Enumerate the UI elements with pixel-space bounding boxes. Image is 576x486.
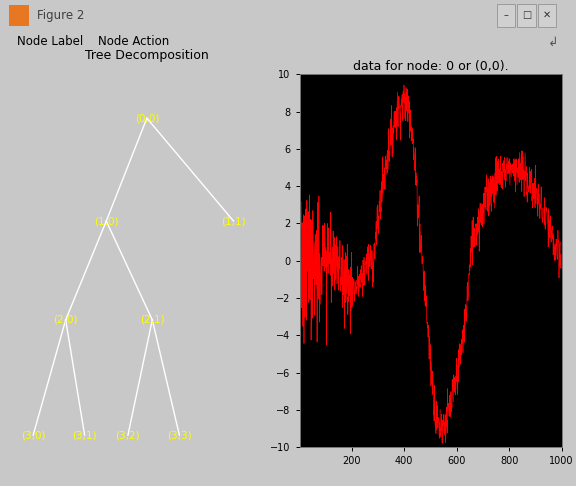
Bar <box>497 3 515 27</box>
Text: (1,1): (1,1) <box>221 216 246 226</box>
Text: Figure 2: Figure 2 <box>37 9 85 21</box>
Bar <box>517 3 536 27</box>
Text: (2,1): (2,1) <box>140 315 165 325</box>
Text: (3,0): (3,0) <box>21 430 46 440</box>
Text: (3,3): (3,3) <box>167 430 192 440</box>
Text: Tree Decomposition: Tree Decomposition <box>85 49 209 62</box>
Text: –: – <box>503 10 508 20</box>
Bar <box>9 4 29 26</box>
Text: (3,2): (3,2) <box>116 430 140 440</box>
Text: Node Action: Node Action <box>98 35 169 48</box>
Text: (2,0): (2,0) <box>54 315 78 325</box>
Text: (3,1): (3,1) <box>73 430 97 440</box>
Text: ✕: ✕ <box>543 10 551 20</box>
Title: data for node: 0 or (0,0).: data for node: 0 or (0,0). <box>353 60 509 73</box>
Text: (0,0): (0,0) <box>135 113 159 123</box>
Text: ↲: ↲ <box>548 35 559 48</box>
Bar <box>538 3 556 27</box>
Text: Node Label: Node Label <box>17 35 84 48</box>
Text: (1,0): (1,0) <box>94 216 119 226</box>
Text: □: □ <box>522 10 531 20</box>
